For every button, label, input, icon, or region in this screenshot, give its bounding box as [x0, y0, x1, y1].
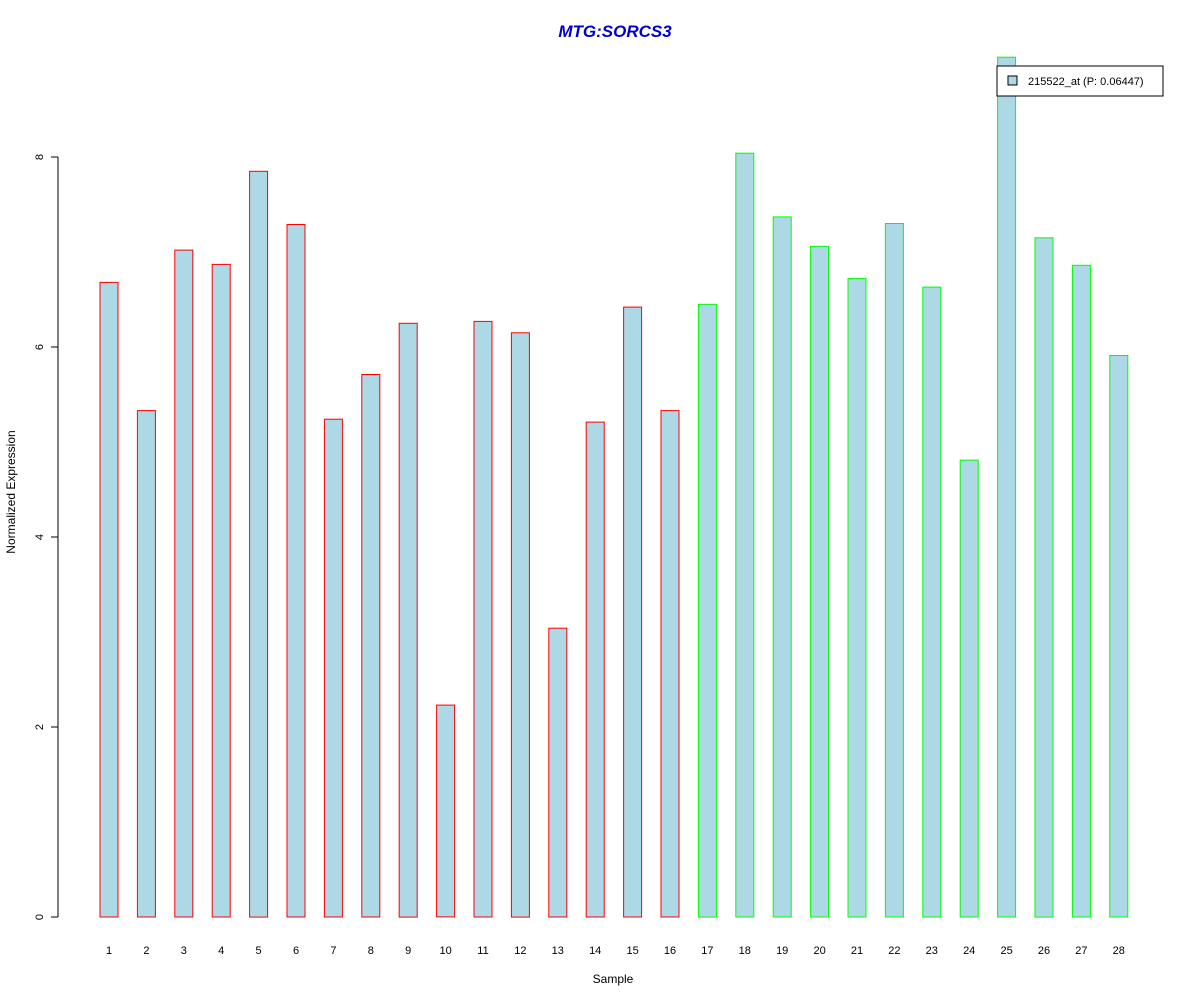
bar-sample-17: [697, 303, 717, 918]
x-tick-label: 11: [477, 945, 488, 957]
x-tick-label: 5: [256, 945, 262, 957]
bar-sample-10: [436, 704, 456, 918]
x-tick-label: 21: [851, 945, 863, 957]
bar-sample-23: [922, 286, 942, 918]
bar-sample-6: [286, 224, 306, 918]
bar-sample-19: [772, 216, 792, 918]
x-tick-label: 24: [963, 945, 975, 957]
x-tick-label: 1: [106, 945, 112, 957]
bar-sample-27: [1071, 264, 1091, 918]
bar-sample-25: [997, 56, 1017, 918]
x-tick-label: 14: [589, 945, 601, 957]
x-tick-label: 20: [813, 945, 825, 957]
bar-sample-28: [1109, 355, 1129, 918]
x-tick-label: 9: [405, 945, 411, 957]
bar-sample-8: [361, 374, 381, 918]
y-axis: 0 2 4 6 8: [34, 154, 59, 920]
bar-sample-24: [959, 459, 979, 918]
bar-sample-7: [323, 418, 343, 918]
legend-label: 215522_at (P: 0.06447): [1028, 76, 1144, 88]
bar-sample-12: [510, 332, 530, 918]
x-tick-label: 18: [739, 945, 751, 957]
y-tick-label: 6: [34, 344, 46, 350]
x-tick-label: 17: [701, 945, 713, 957]
x-tick-label: 7: [330, 945, 336, 957]
y-tick-label: 8: [34, 154, 46, 160]
bar-sample-18: [735, 152, 755, 918]
x-tick-label: 15: [626, 945, 638, 957]
x-tick-label: 8: [368, 945, 374, 957]
y-tick-label: 0: [34, 914, 46, 920]
bar-sample-13: [548, 627, 568, 918]
bar-sample-1: [99, 281, 119, 918]
bar-sample-15: [623, 306, 643, 918]
y-axis-label: Normalized Expression: [4, 430, 18, 553]
x-tick-labels: 1 2 3 4 5 6 7 8 9 10 11 12 13 14 15 16 17 18 19 20 21 22 23 24 2…: [106, 945, 1125, 957]
chart-title: MTG:SORCS3: [558, 22, 672, 41]
x-tick-label: 25: [1000, 945, 1012, 957]
x-tick-label: 28: [1113, 945, 1125, 957]
legend-swatch: [1007, 75, 1018, 86]
bar-sample-26: [1034, 237, 1054, 918]
x-tick-label: 4: [218, 945, 224, 957]
bar-sample-9: [398, 322, 418, 918]
x-tick-label: 13: [552, 945, 564, 957]
x-tick-label: 2: [143, 945, 149, 957]
x-tick-label: 6: [293, 945, 299, 957]
legend: 215522_at (P: 0.06447): [996, 65, 1164, 97]
bar-sample-11: [473, 320, 493, 918]
y-tick-label: 2: [34, 724, 46, 730]
bar-sample-3: [174, 249, 194, 918]
x-tick-label: 19: [776, 945, 788, 957]
legend-box: [996, 65, 1164, 97]
bar-sample-22: [884, 223, 904, 918]
y-tick-label: 4: [34, 534, 46, 540]
x-tick-label: 3: [181, 945, 187, 957]
x-tick-label: 27: [1075, 945, 1087, 957]
bar-sample-14: [585, 421, 605, 918]
bar-sample-16: [660, 410, 680, 918]
bar-sample-20: [810, 245, 830, 918]
bar-sample-4: [211, 263, 231, 918]
bars-group: [99, 56, 1129, 918]
x-axis-label: Sample: [593, 972, 634, 986]
x-tick-label: 12: [514, 945, 526, 957]
x-tick-label: 22: [888, 945, 900, 957]
x-tick-label: 23: [926, 945, 938, 957]
bar-sample-21: [847, 278, 867, 918]
bar-sample-5: [249, 170, 269, 918]
x-tick-label: 10: [439, 945, 451, 957]
bar-sample-2: [136, 410, 156, 918]
x-tick-label: 16: [664, 945, 676, 957]
x-tick-label: 26: [1038, 945, 1050, 957]
